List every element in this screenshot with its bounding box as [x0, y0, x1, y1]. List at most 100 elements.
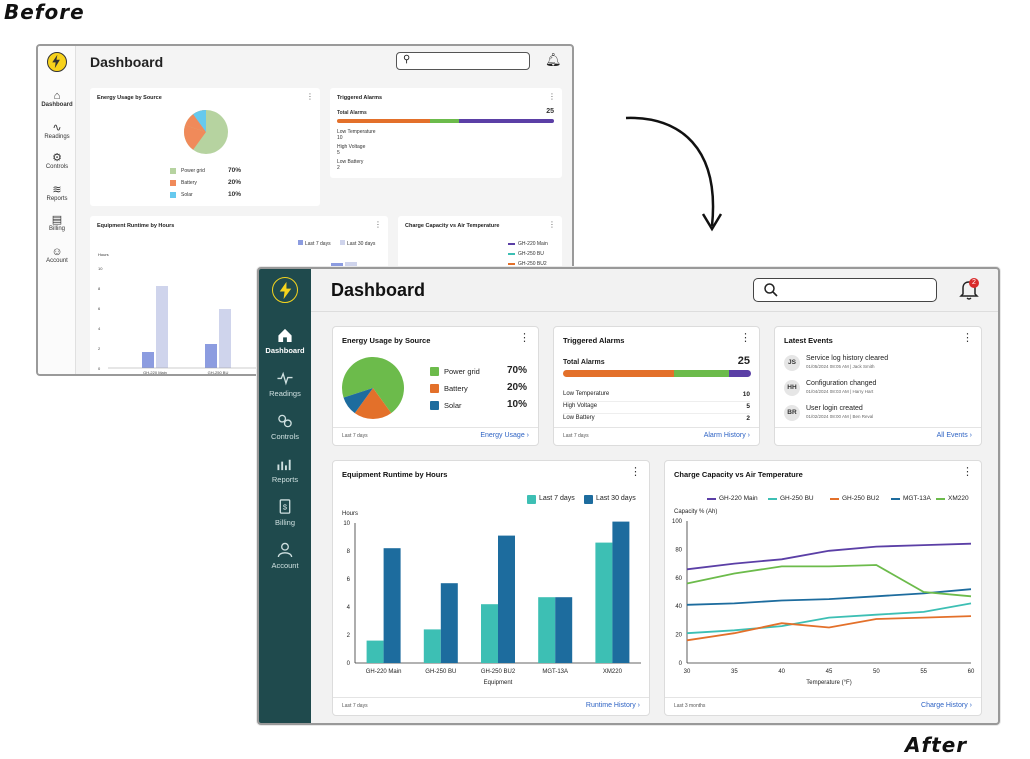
total-alarms-label: Total Alarms: [337, 110, 367, 116]
series-line-xm220: [686, 564, 972, 598]
more-icon[interactable]: ⋮: [962, 466, 973, 478]
legend-label: XM220: [948, 495, 969, 502]
total-alarms-value: 25: [546, 108, 554, 115]
bar-last-30-days: [219, 309, 231, 368]
link-label: Charge History: [921, 702, 968, 709]
event-meta: 01/04/2024 08:03 AM | Harry Hart: [806, 389, 874, 394]
alarm-row-label: Low Temperature: [563, 391, 610, 397]
x-tick-label: MGT-13A: [542, 669, 568, 675]
more-icon[interactable]: ⋮: [630, 466, 641, 478]
legend-swatch: [430, 401, 439, 410]
x-tick-label: GH-250 BU: [425, 669, 456, 675]
y-tick-label: 6: [347, 577, 351, 583]
pie-slice-power-grid: [342, 356, 405, 414]
charge-history-link[interactable]: Charge History ›: [921, 702, 972, 709]
chart-icon: [277, 459, 291, 471]
series-line-gh-220-main: [686, 542, 972, 571]
bar-last-7-days: [595, 542, 613, 663]
legend-swatch: [170, 168, 176, 174]
y-tick-label: 80: [675, 547, 682, 553]
pie-slice-solar: [343, 388, 373, 414]
alarm-row-label: Low Battery: [337, 159, 364, 165]
before-nav-controls[interactable]: ⚙ Controls: [38, 152, 76, 170]
curved-arrow-icon: [625, 116, 723, 232]
period-label: Last 7 days: [563, 433, 589, 439]
before-nav-billing[interactable]: ▤ Billing: [38, 214, 76, 232]
card-title: Triggered Alarms: [563, 336, 625, 345]
before-bell-icon[interactable]: 🔔︎: [545, 52, 562, 67]
sidebar-item-account[interactable]: Account: [259, 542, 311, 570]
legend-line: [508, 263, 515, 265]
alarm-segment-low-battery: [728, 370, 751, 377]
bar-last-30-days: [555, 597, 573, 663]
runtime-bar-chart: Hours 0 2 4 6 8 10 GH-220 Main GH-250 BU GH-250 B…: [342, 511, 641, 686]
energy-source-label: Power grid: [444, 367, 480, 376]
search-icon: ⚲: [403, 54, 411, 65]
after-label: After: [905, 733, 968, 757]
alarm-row-label: High Voltage: [563, 403, 598, 409]
sidebar-item-reports[interactable]: Reports: [259, 456, 311, 484]
more-icon[interactable]: ⋮: [548, 220, 556, 229]
row-divider: [563, 401, 750, 402]
event-title[interactable]: Service log history cleared: [806, 355, 889, 362]
more-icon[interactable]: ⋮: [548, 92, 556, 101]
before-energy-card: Energy Usage by Source ⋮ Power grid 70% Ba…: [90, 88, 320, 206]
sidebar: Dashboard Readings Controls Reports $ Billing…: [259, 269, 311, 723]
alarm-history-link[interactable]: Alarm History ›: [703, 432, 750, 439]
sidebar-item-label: Readings: [269, 389, 301, 398]
all-events-link[interactable]: All Events ›: [936, 432, 972, 439]
y-tick-label: 0: [347, 661, 351, 667]
nav-label: Reports: [46, 196, 68, 202]
sidebar-item-billing[interactable]: $ Billing: [259, 499, 311, 527]
latest-events-card: Latest Events ⋮ All Events › JS Service l…: [774, 326, 982, 446]
y-tick-label: 10: [98, 266, 103, 271]
more-icon[interactable]: ⋮: [962, 332, 973, 344]
card-title: Charge Capacity vs Air Temperature: [674, 470, 803, 479]
y-tick-label: 20: [675, 633, 682, 639]
event-title[interactable]: User login created: [806, 405, 863, 412]
nav-label: Controls: [45, 164, 69, 170]
more-icon[interactable]: ⋮: [519, 332, 530, 344]
event-title[interactable]: Configuration changed: [806, 380, 877, 387]
nav-label: Readings: [44, 134, 70, 140]
avatar: BR: [784, 405, 800, 421]
sidebar-item-dashboard[interactable]: Dashboard: [259, 327, 311, 355]
y-tick-label: 4: [98, 326, 101, 331]
user-icon: [277, 542, 293, 558]
legend-label: GH-220 Main: [719, 495, 758, 502]
before-nav-readings[interactable]: ∿ Readings: [38, 122, 76, 140]
before-nav-account[interactable]: ☺ Account: [38, 246, 76, 264]
sidebar-item-readings[interactable]: Readings: [259, 370, 311, 398]
energy-usage-link[interactable]: Energy Usage ›: [480, 432, 529, 439]
runtime-history-link[interactable]: Runtime History ›: [585, 702, 640, 709]
series-line-gh-250-bu: [686, 602, 972, 635]
before-search-input[interactable]: ⚲: [396, 52, 530, 70]
legend-label: GH-250 BU: [518, 251, 544, 257]
pulse-icon: ∿: [52, 122, 62, 134]
before-nav-reports[interactable]: ≋ Reports: [38, 184, 76, 202]
energy-source-label: Power grid: [181, 168, 205, 174]
card-title: Energy Usage by Source: [342, 336, 431, 345]
legend-label: GH-250 BU2: [842, 495, 880, 502]
before-nav-dashboard[interactable]: ⌂ Dashboard: [38, 90, 76, 108]
card-title: Energy Usage by Source: [97, 95, 162, 101]
bar-last-30-days: [156, 286, 168, 368]
pulse-icon: [277, 371, 293, 386]
before-page-title: Dashboard: [90, 54, 164, 70]
link-label: Alarm History: [703, 432, 746, 439]
pie-slice-battery: [354, 388, 392, 419]
x-tick-label: 30: [684, 669, 691, 675]
y-tick-label: 0: [679, 661, 683, 667]
sidebar-item-controls[interactable]: Controls: [259, 413, 311, 441]
card-title: Latest Events: [784, 336, 833, 345]
notifications-button[interactable]: 2: [959, 278, 979, 301]
legend-line: [936, 498, 945, 500]
more-icon[interactable]: ⋮: [740, 332, 751, 344]
more-icon[interactable]: ⋮: [306, 92, 314, 101]
more-icon[interactable]: ⋮: [374, 220, 382, 229]
search-input[interactable]: [753, 278, 937, 302]
alarm-row-label: Low Battery: [563, 415, 595, 421]
x-tick-label: GH-220 Main: [366, 669, 402, 675]
y-tick-label: 40: [675, 604, 682, 610]
legend-label: Last 30 days: [347, 241, 376, 247]
